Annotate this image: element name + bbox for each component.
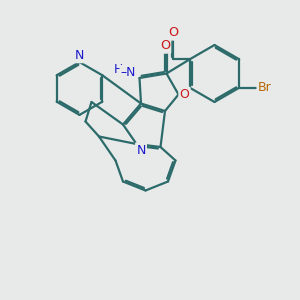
Text: O: O [168, 26, 178, 39]
Text: O: O [180, 88, 189, 101]
Text: –N: –N [121, 66, 136, 79]
Text: N: N [75, 49, 84, 62]
Text: O: O [160, 39, 170, 52]
Text: N: N [136, 143, 146, 157]
Text: H: H [113, 63, 122, 76]
Text: Br: Br [258, 81, 272, 94]
